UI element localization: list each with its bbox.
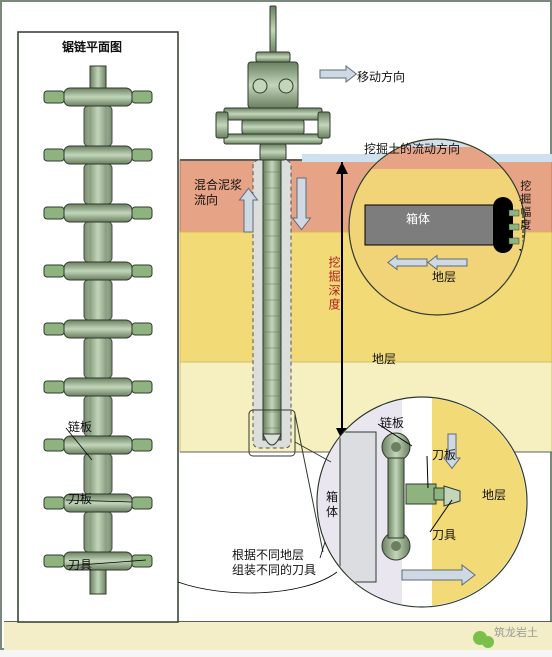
diagram-frame: 锯链平面图 移动方向 混合泥浆 流向 挖掘深度 挖掘土的流动方向 箱体 挖掘幅度…	[0, 0, 552, 650]
label-stratum-1: 地层	[432, 270, 456, 285]
label-box-2: 箱 体	[326, 490, 338, 520]
label-cutter: 刀具	[68, 558, 92, 573]
label-cutter-2: 刀具	[432, 528, 456, 543]
label-blade-plate-2: 刀板	[432, 448, 456, 463]
label-blade-plate: 刀板	[68, 492, 92, 507]
watermark: 筑龙岩土	[494, 624, 538, 640]
label-chain-plate: 链板	[68, 420, 92, 435]
label-note: 根据不同地层 组装不同的刀具	[232, 548, 316, 578]
label-stratum-3: 地层	[482, 488, 506, 503]
left-panel-title: 锯链平面图	[62, 40, 122, 55]
label-excavation-depth: 挖掘深度	[326, 256, 341, 312]
label-stratum-2: 地层	[372, 352, 396, 367]
label-chain-plate-2: 链板	[380, 416, 404, 431]
label-move-direction: 移动方向	[357, 70, 405, 85]
label-mud-flow: 混合泥浆 流向	[194, 178, 242, 208]
label-exc-soil-dir: 挖掘土的流动方向	[364, 142, 460, 157]
label-exc-width: 挖掘幅度	[517, 180, 531, 232]
label-box: 箱体	[406, 212, 430, 227]
